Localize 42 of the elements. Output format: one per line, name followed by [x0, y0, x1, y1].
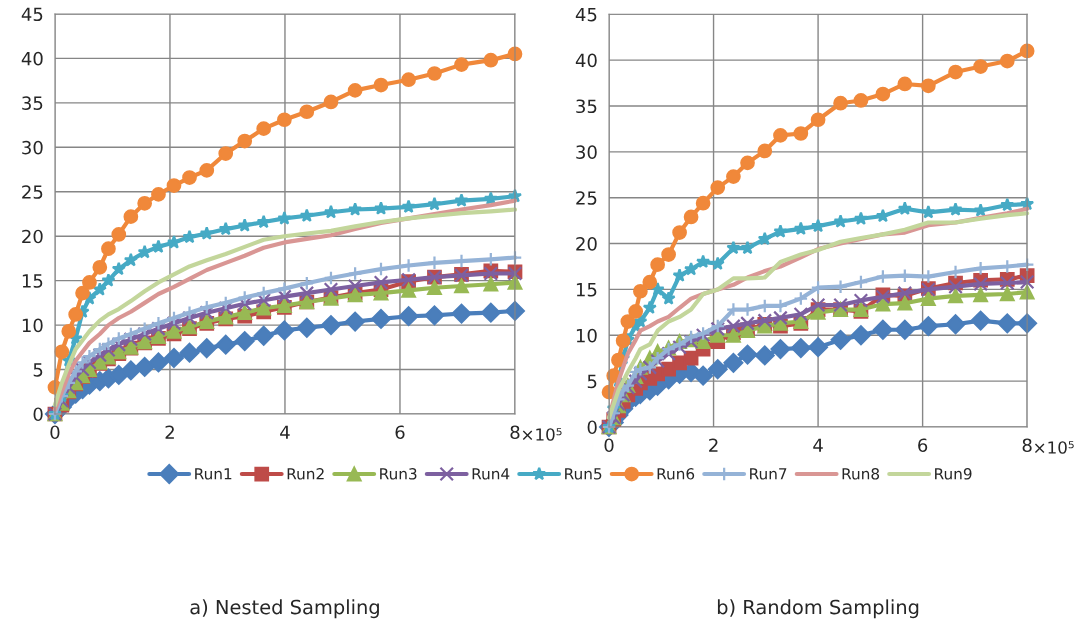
legend-label: Run5 [565, 468, 602, 480]
legend-label: Run1 [195, 468, 232, 480]
y-tick-label: 25 [576, 191, 597, 205]
y-tick-label: 30 [22, 140, 43, 155]
y-tick-label: 35 [22, 96, 43, 110]
x-tick-label: 6 [395, 425, 405, 440]
x-tick-label: 8 [1022, 438, 1032, 453]
y-tick-label: 40 [21, 51, 43, 66]
text: ×10⁵ [1034, 441, 1074, 454]
y-tick-label: 10 [22, 318, 43, 333]
y-tick-label: 20 [22, 229, 43, 244]
y-tick-label: 10 [576, 328, 597, 343]
y-tick-label: 5 [587, 374, 597, 389]
y-tick-label: 45 [21, 7, 43, 22]
y-tick-label: 15 [576, 283, 597, 297]
x-tick-label: 8 [510, 425, 520, 440]
legend-label: Run8 [842, 468, 880, 480]
y-tick-label: 25 [22, 185, 43, 199]
x-tick-label: 2 [709, 438, 718, 452]
legend-label: Run3 [380, 468, 417, 480]
x-tick-label: 0 [604, 438, 614, 453]
x-tick-label: 2 [165, 425, 174, 439]
legend-label: Run4 [472, 468, 510, 480]
y-tick-label: 35 [576, 99, 597, 114]
x-tick-label: 4 [280, 425, 290, 439]
y-tick-label: 0 [33, 407, 43, 422]
y-tick-label: 45 [575, 7, 597, 22]
legend-label: Run2 [287, 468, 324, 480]
y-tick-label: 30 [576, 145, 597, 159]
y-tick-label: 5 [33, 363, 43, 377]
y-tick-label: 20 [576, 237, 597, 251]
legend-label: Run7 [750, 468, 787, 480]
y-tick-label: 40 [575, 53, 597, 68]
x-tick-label: 0 [50, 425, 60, 440]
legend-label: Run9 [935, 468, 972, 480]
x-tick-label: 4 [813, 438, 823, 452]
text: a) Nested Sampling [190, 599, 379, 619]
text: b) Random Sampling [717, 599, 919, 619]
text: ×10⁵ [522, 428, 562, 441]
legend-label: Run6 [657, 468, 695, 480]
x-tick-label: 6 [918, 438, 928, 453]
y-tick-label: 15 [22, 274, 43, 288]
